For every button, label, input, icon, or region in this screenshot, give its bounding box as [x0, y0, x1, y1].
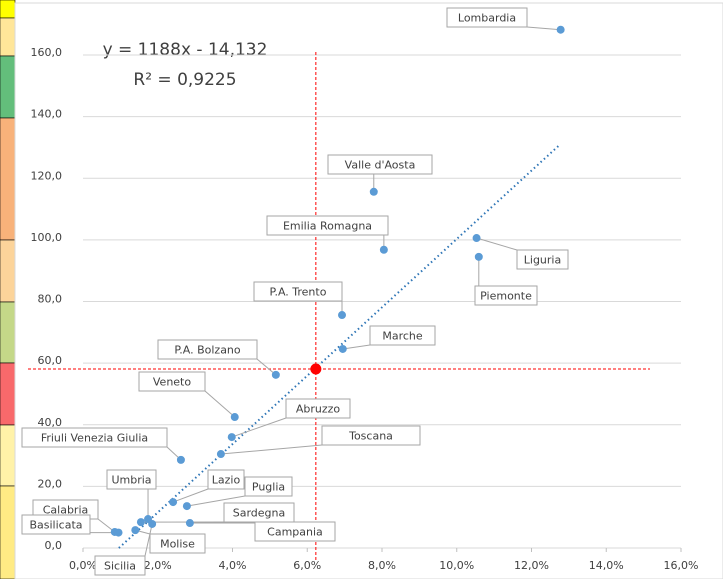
y-tick-label: 20,0 [38, 477, 63, 490]
y-tick-label: 80,0 [38, 293, 63, 306]
leader-line [231, 417, 287, 438]
point [271, 370, 280, 379]
point [114, 528, 123, 537]
x-tick-label: 2,0% [144, 559, 172, 572]
point-label: Sicilia [104, 560, 136, 573]
point-label: P.A. Trento [270, 286, 327, 299]
leader-line [220, 444, 323, 455]
point-label: Calabria [43, 504, 89, 517]
sheet-strip [0, 0, 16, 579]
point-label: Emilia Romagna [283, 220, 372, 233]
x-tick-label: 8,0% [368, 559, 396, 572]
chart-area [14, 2, 723, 579]
label-box [94, 555, 146, 576]
x-tick-label: 4,0% [219, 559, 247, 572]
label-box [516, 249, 569, 270]
y-tick-label: 160,0 [31, 46, 63, 59]
point-label: Campania [267, 526, 323, 539]
trendline [118, 144, 561, 549]
leader-line [172, 488, 209, 503]
label-box [21, 514, 91, 535]
y-tick-label: 60,0 [38, 354, 63, 367]
point [148, 519, 157, 528]
point [216, 450, 225, 459]
x-tick-label: 0,0% [69, 559, 97, 572]
point [472, 234, 481, 243]
label-box [21, 427, 168, 448]
point-label: Valle d'Aosta [345, 159, 416, 172]
point [230, 413, 239, 422]
point-label: Veneto [153, 376, 191, 389]
point-label: Puglia [252, 481, 285, 494]
point [227, 433, 236, 442]
label-box [327, 154, 433, 175]
point [338, 311, 347, 320]
label-box [446, 7, 528, 28]
point [131, 526, 140, 535]
x-tick-label: 6,0% [293, 559, 321, 572]
point-label: Marche [382, 330, 423, 343]
point [338, 344, 347, 353]
point [556, 25, 565, 34]
r-squared: R² = 0,9225 [133, 70, 236, 90]
point-label: Lombardia [458, 12, 516, 25]
x-tick-label: 16,0% [664, 559, 699, 572]
leader-line [204, 390, 236, 418]
label-box [253, 281, 343, 302]
x-tick-label: 10,0% [439, 559, 474, 572]
point-label: Lazio [212, 474, 241, 487]
point [379, 245, 388, 254]
point-label: Abruzzo [296, 403, 341, 416]
point-label: Toscana [348, 430, 393, 443]
label-box [207, 469, 245, 490]
label-box [266, 215, 389, 236]
highlight-point [310, 363, 322, 375]
y-tick-label: 40,0 [38, 416, 63, 429]
x-tick-label: 12,0% [514, 559, 549, 572]
label-box [138, 371, 206, 392]
point-label: Friuli Venezia Giulia [41, 432, 148, 445]
label-box [157, 339, 258, 360]
y-tick-label: 140,0 [31, 108, 63, 121]
point [185, 519, 194, 528]
leader-line [144, 523, 153, 557]
point [136, 518, 145, 527]
point-label: Umbria [111, 474, 151, 487]
label-box [474, 285, 538, 306]
leader-line [342, 344, 371, 350]
leader-line [256, 358, 277, 376]
point [474, 252, 483, 261]
point-label: Liguria [524, 254, 561, 267]
point-label: P.A. Bolzano [174, 344, 241, 357]
label-box [106, 469, 157, 490]
leader-line [186, 495, 246, 507]
y-tick-label: 120,0 [31, 169, 63, 182]
y-tick-label: 0,0 [45, 539, 63, 552]
label-box [149, 533, 206, 554]
equation: y = 1188x - 14,132 [103, 40, 268, 60]
point-label: Sardegna [233, 507, 286, 520]
leader-line [526, 26, 561, 31]
label-box [285, 398, 351, 419]
label-box [321, 425, 421, 446]
label-box [254, 521, 336, 542]
point-label: Basilicata [29, 519, 82, 532]
point [369, 187, 378, 196]
point [169, 498, 178, 507]
x-tick-label: 14,0% [589, 559, 624, 572]
point [182, 502, 191, 511]
point-label: Piemonte [480, 290, 532, 303]
point-label: Molise [160, 538, 195, 551]
leader-line [476, 237, 518, 251]
y-tick-label: 100,0 [31, 231, 63, 244]
label-box [244, 476, 293, 497]
point [176, 455, 185, 464]
label-box [369, 325, 436, 346]
